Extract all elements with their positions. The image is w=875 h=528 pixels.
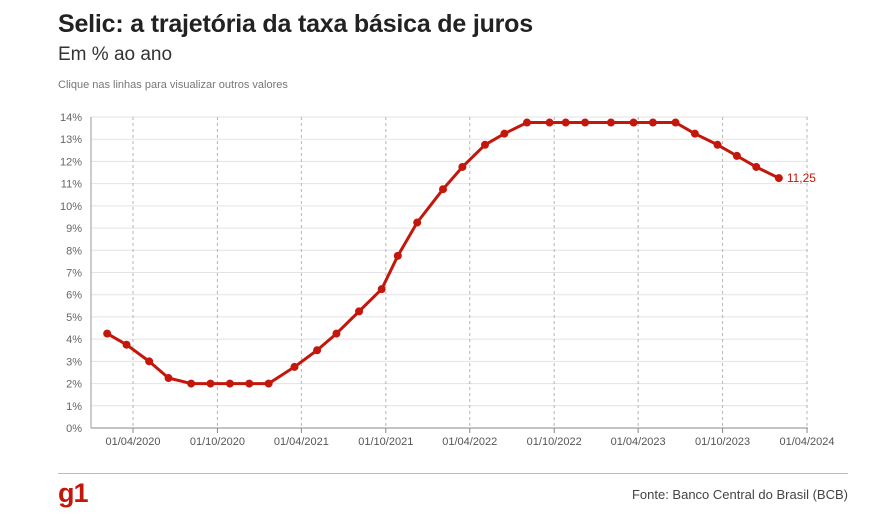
y-tick-label: 3% (66, 356, 82, 368)
y-tick-label: 0% (66, 423, 82, 435)
data-point (290, 363, 298, 371)
data-point (581, 119, 589, 127)
y-tick-label: 12% (60, 156, 82, 168)
data-point (481, 141, 489, 149)
y-tick-label: 2% (66, 379, 82, 391)
data-point (226, 380, 234, 388)
data-point (332, 330, 340, 338)
y-tick-label: 13% (60, 134, 82, 146)
data-point (458, 163, 466, 171)
data-point (103, 330, 111, 338)
data-point (752, 163, 760, 171)
y-tick-label: 9% (66, 223, 82, 235)
data-point (245, 380, 253, 388)
data-point (733, 152, 741, 160)
data-point (265, 380, 273, 388)
data-point (413, 219, 421, 227)
data-point (355, 307, 363, 315)
data-point (775, 174, 783, 182)
data-point (607, 119, 615, 127)
x-tick-label: 01/04/2020 (105, 436, 160, 448)
data-point (630, 119, 638, 127)
x-tick-label: 01/10/2022 (527, 436, 582, 448)
x-tick-label: 01/04/2021 (274, 436, 329, 448)
data-point (313, 346, 321, 354)
y-tick-label: 6% (66, 290, 82, 302)
data-point (714, 141, 722, 149)
x-tick-label: 01/04/2022 (442, 436, 497, 448)
y-tick-label: 5% (66, 312, 82, 324)
x-tick-label: 01/04/2023 (611, 436, 666, 448)
data-point (394, 252, 402, 260)
y-tick-label: 4% (66, 334, 82, 346)
x-tick-label: 01/04/2024 (779, 436, 834, 448)
data-point (562, 119, 570, 127)
g1-logo[interactable]: g1 (58, 478, 88, 509)
x-tick-label: 01/10/2020 (190, 436, 245, 448)
data-point (649, 119, 657, 127)
x-tick-label: 01/10/2023 (695, 436, 750, 448)
data-point (187, 380, 195, 388)
data-point (145, 357, 153, 365)
y-tick-label: 1% (66, 401, 82, 413)
data-point (500, 130, 508, 138)
y-tick-label: 10% (60, 201, 82, 213)
data-point (439, 185, 447, 193)
data-point (165, 374, 173, 382)
y-tick-label: 14% (60, 112, 82, 124)
data-point (378, 285, 386, 293)
y-tick-label: 11% (61, 179, 82, 191)
data-point (691, 130, 699, 138)
y-tick-label: 7% (66, 268, 82, 280)
data-point (672, 119, 680, 127)
y-tick-label: 8% (66, 245, 82, 257)
source-note: Fonte: Banco Central do Brasil (BCB) (632, 487, 848, 502)
x-tick-label: 01/10/2021 (358, 436, 413, 448)
footer-divider (58, 473, 848, 474)
data-point (207, 380, 215, 388)
data-point (523, 119, 531, 127)
last-value-label: 11,25 (787, 171, 816, 185)
data-point (546, 119, 554, 127)
data-point (123, 341, 131, 349)
